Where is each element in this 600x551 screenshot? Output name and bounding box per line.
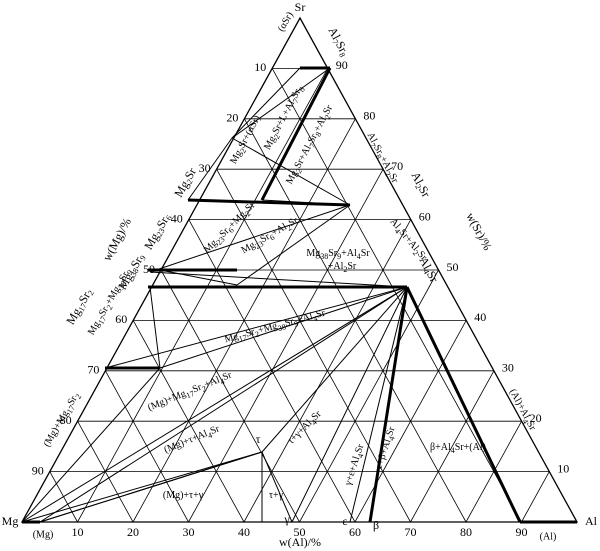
grid-line <box>188 169 384 523</box>
mg-tick-label: 70 <box>87 363 99 377</box>
al-tick-label: 50 <box>294 525 306 539</box>
tie-line <box>104 286 408 369</box>
tie-line <box>159 269 238 286</box>
tie-line-thick <box>260 67 332 201</box>
al-tick-label: 20 <box>127 525 139 539</box>
axis-title: w(Sr)/% <box>463 210 494 252</box>
region-label: +Al2Sr <box>328 261 357 274</box>
phase-label: (Al) <box>540 531 557 542</box>
tie-line-thick <box>368 286 409 523</box>
mg-tick-label: 40 <box>171 211 183 225</box>
point-label: τ <box>256 432 261 446</box>
al-tick-label: 70 <box>405 525 417 539</box>
sr-tick-label: 90 <box>336 58 348 72</box>
axis-title: w(Al)/% <box>279 535 321 549</box>
tie-line <box>349 286 408 523</box>
grid-line <box>299 269 439 523</box>
tie-line <box>21 286 408 523</box>
region-label: γ+ε+Al4Sr <box>343 442 369 488</box>
tie-line <box>291 286 408 523</box>
tie-line-thick <box>187 198 351 207</box>
vertex-label: Mg <box>2 514 19 528</box>
point-label: β <box>373 518 379 532</box>
grid-line <box>271 68 522 523</box>
tie-line <box>39 286 408 523</box>
mg-tick-label: 20 <box>226 111 238 125</box>
tie-line <box>231 67 301 139</box>
tie-line <box>187 137 233 201</box>
al-tick-label: 10 <box>72 525 84 539</box>
sr-tick-label: 70 <box>391 159 403 173</box>
grid <box>49 68 550 523</box>
grid-line <box>77 68 329 523</box>
region-label: (Mg)+τ+γ <box>163 490 204 501</box>
tie-line <box>21 451 263 523</box>
point-label: γ <box>283 512 290 526</box>
region-label: Mg23Sr6+Al2Sr <box>240 215 302 258</box>
region-label: Mg38Sr9+Al4Sr <box>306 248 370 261</box>
region-label: Mg17Sr2+Mg38Sr9+Al4Sr <box>223 308 327 347</box>
grid-line <box>105 370 189 523</box>
sr-tick-label: 80 <box>363 109 375 123</box>
sr-tick-label: 50 <box>447 260 459 274</box>
mg-tick-label: 10 <box>254 60 266 74</box>
tie-line-thick <box>405 286 522 523</box>
region-label: τ+γ <box>269 490 284 501</box>
vertex-label: Al <box>585 514 598 528</box>
al-tick-label: 30 <box>183 525 195 539</box>
region-label: τ+γ+Al4Sr <box>286 408 325 447</box>
compound-label: Mg17Sr2 <box>63 286 96 328</box>
sr-tick-label: 30 <box>502 361 514 375</box>
region-label: β+Al4Sr+(Al) <box>430 442 486 455</box>
grid-line <box>160 269 300 523</box>
sr-tick-label: 60 <box>419 209 431 223</box>
grid-line <box>521 471 550 523</box>
mg-tick-label: 80 <box>60 413 72 427</box>
mg-tick-label: 60 <box>115 312 127 326</box>
compound-label: Mg23Sr6 <box>141 211 174 253</box>
mg-tick-label: 50 <box>143 262 155 276</box>
grid-line <box>410 370 495 523</box>
grid-line <box>132 320 245 523</box>
tie-line <box>261 451 293 523</box>
al-tick-label: 80 <box>460 525 472 539</box>
tie-line <box>39 451 263 523</box>
compound-label: Mg2Sr <box>171 165 200 200</box>
region-label: (Mg)+Mg17Sr2+Al4Sr <box>146 370 234 415</box>
region-label: Mg17Sr2+Mg38Sr9 <box>86 267 134 338</box>
sr-tick-label: 10 <box>557 461 569 475</box>
sr-tick-label: 40 <box>474 310 486 324</box>
tie-line <box>159 286 408 369</box>
mg-tick-label: 30 <box>199 161 211 175</box>
tie-line <box>149 286 161 369</box>
phase-boundaries <box>21 66 577 524</box>
tie-line <box>231 67 331 139</box>
tie-line <box>236 204 351 286</box>
mg-tick-label: 90 <box>32 463 44 477</box>
tie-line <box>231 137 351 206</box>
region-label: Al7Sr8+Al2Sr <box>363 131 400 186</box>
phase-label: (Mg) <box>33 529 54 540</box>
region-label: Mg2Sr+Al7Sr8+Al2Sr <box>284 103 337 187</box>
tie-line <box>149 204 351 273</box>
sr-tick-label: 20 <box>530 411 542 425</box>
axis-title: w(Mg)/% <box>100 216 134 264</box>
tie-line <box>261 286 408 453</box>
al-tick-label: 40 <box>238 525 250 539</box>
al-tick-label: 90 <box>516 525 528 539</box>
al-tick-label: 60 <box>349 525 361 539</box>
vertex-label: Sr <box>295 0 306 14</box>
compound-label: Al7Sr8 <box>325 25 353 59</box>
tie-line <box>21 367 161 523</box>
point-label: ε <box>342 514 347 528</box>
tie-line <box>149 271 408 288</box>
compound-label: Al2Sr <box>408 169 434 200</box>
